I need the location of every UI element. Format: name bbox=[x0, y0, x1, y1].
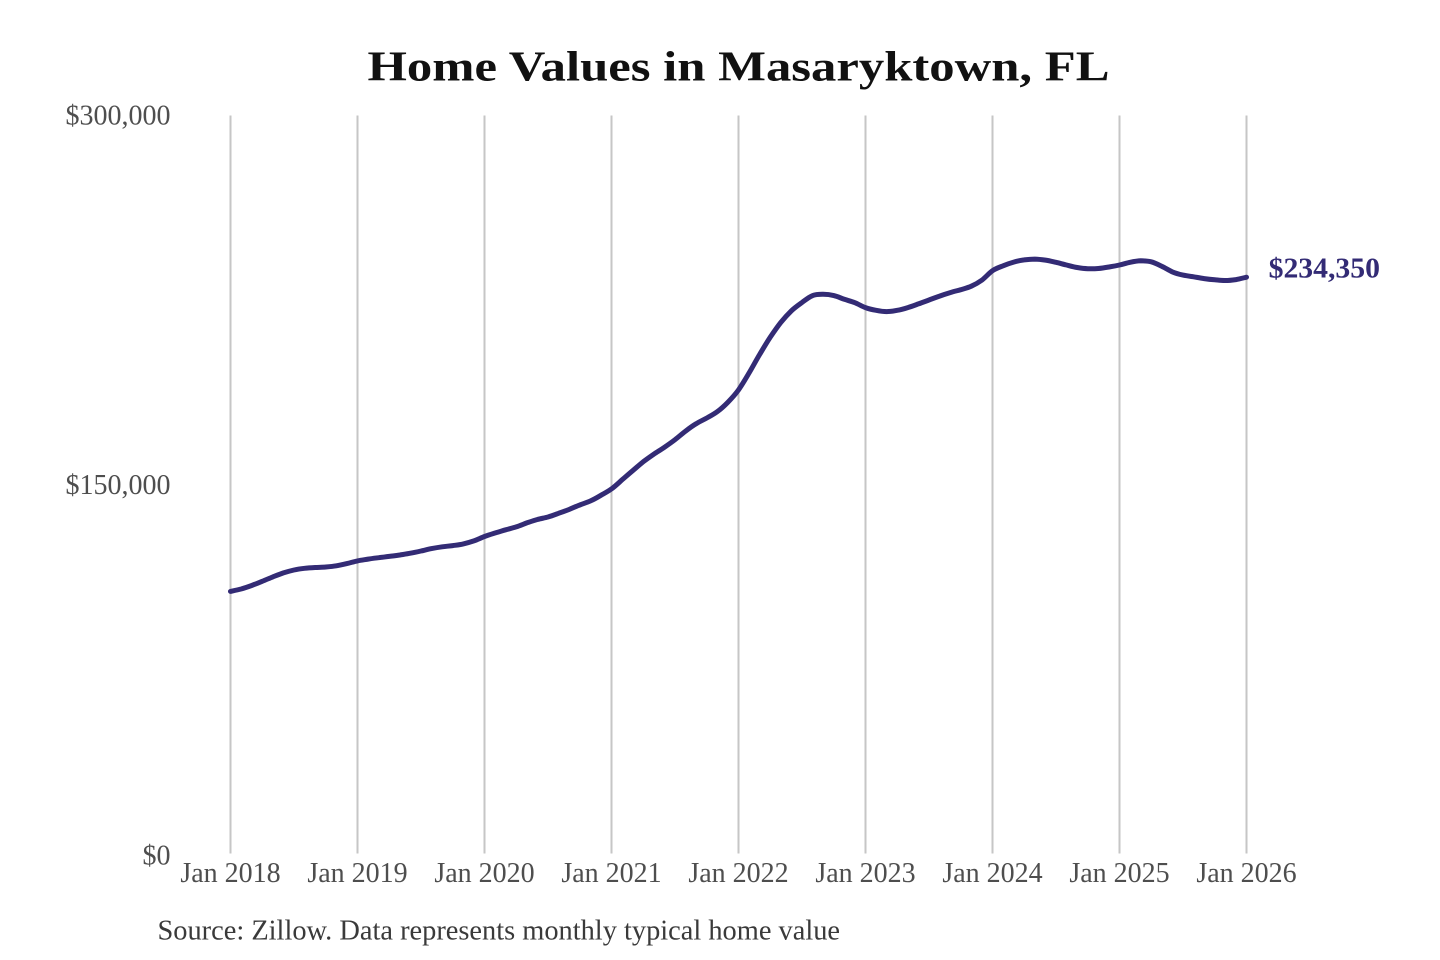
svg-text:$234,350: $234,350 bbox=[1269, 254, 1380, 285]
svg-text:Source: Zillow. Data represent: Source: Zillow. Data represents monthly … bbox=[158, 915, 841, 946]
svg-text:Jan 2024: Jan 2024 bbox=[942, 858, 1042, 889]
svg-text:Jan 2018: Jan 2018 bbox=[180, 858, 280, 889]
svg-text:Jan 2026: Jan 2026 bbox=[1196, 858, 1296, 889]
svg-text:Home Values in Masaryktown, FL: Home Values in Masaryktown, FL bbox=[368, 45, 1110, 91]
svg-text:Jan 2022: Jan 2022 bbox=[688, 858, 788, 889]
svg-text:Jan 2020: Jan 2020 bbox=[434, 858, 534, 889]
svg-text:Jan 2023: Jan 2023 bbox=[815, 858, 915, 889]
svg-text:Jan 2025: Jan 2025 bbox=[1069, 858, 1169, 889]
svg-text:Jan 2019: Jan 2019 bbox=[307, 858, 407, 889]
svg-text:$150,000: $150,000 bbox=[66, 470, 171, 501]
svg-text:Jan 2021: Jan 2021 bbox=[561, 858, 661, 889]
svg-text:$300,000: $300,000 bbox=[66, 100, 171, 131]
svg-text:$0: $0 bbox=[143, 840, 171, 871]
